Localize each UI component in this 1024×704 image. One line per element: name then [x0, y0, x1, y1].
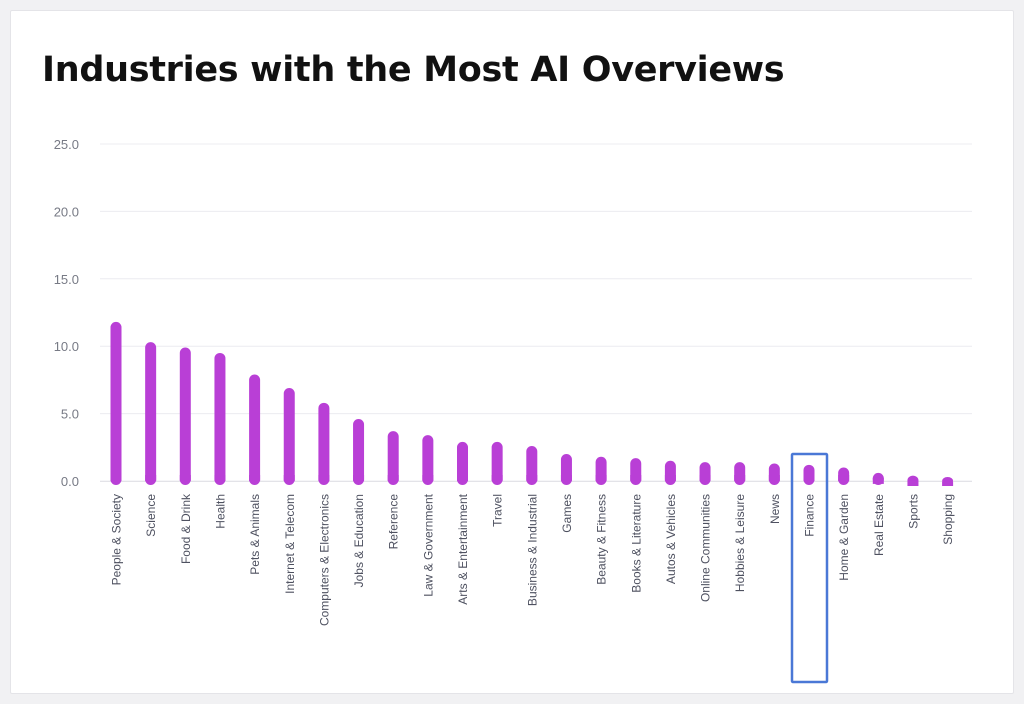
x-tick-label: Business & Industrial [525, 494, 539, 606]
bar-base [318, 475, 330, 481]
bar [283, 387, 295, 485]
y-tick-label: 25.0 [54, 137, 79, 152]
bar-base [214, 475, 226, 481]
bar [768, 463, 780, 485]
bar [699, 462, 711, 485]
x-tick-label: Computers & Electronics [317, 494, 331, 626]
bar [179, 347, 191, 485]
bar-base [907, 480, 919, 486]
x-tick-label: Travel [491, 494, 505, 527]
x-tick-label: Science [144, 494, 158, 537]
x-tick-label: Jobs & Education [352, 494, 366, 587]
x-tick-label: Beauty & Fitness [595, 494, 609, 585]
x-tick-label: Arts & Entertainment [456, 493, 470, 604]
bar-base [491, 475, 503, 481]
x-tick-label: Reference [387, 494, 401, 550]
x-tick-label: Finance [803, 494, 817, 537]
bar-base [734, 475, 746, 481]
bar-base [803, 475, 815, 481]
bar [387, 431, 399, 485]
bar-base [283, 475, 295, 481]
bar-base [249, 475, 261, 481]
x-tick-label: Food & Drink [179, 493, 193, 564]
x-tick-label: Pets & Animals [248, 494, 262, 575]
bar-base [838, 475, 850, 481]
bar-base [353, 475, 365, 481]
bar [734, 462, 746, 485]
x-tick-label: Home & Garden [837, 494, 851, 581]
y-tick-label: 20.0 [54, 204, 79, 219]
bar-base [526, 475, 538, 481]
bar-base [664, 475, 676, 481]
x-tick-label: Games [560, 494, 574, 533]
bar-base [942, 481, 954, 486]
x-axis-labels: People & Society Science Food & Drink Healt… [110, 493, 956, 626]
bar-base [630, 475, 642, 481]
x-tick-label: Health [213, 494, 227, 529]
bar [214, 352, 226, 485]
x-tick-label: Shopping [941, 494, 955, 545]
x-tick-label: Law & Government [421, 493, 435, 596]
bar-base [457, 475, 468, 481]
x-tick-label: News [768, 494, 782, 524]
bars [110, 321, 954, 486]
y-tick-label: 0.0 [61, 474, 79, 489]
bar [422, 435, 434, 485]
x-tick-label: People & Society [110, 494, 124, 585]
y-axis-ticks: 0.0 5.0 10.0 15.0 20.0 25.0 [54, 137, 79, 489]
bar [110, 321, 122, 485]
x-tick-label: Internet & Telecom [283, 494, 297, 594]
x-tick-label: Autos & Vehicles [664, 494, 678, 584]
bar [803, 464, 815, 485]
bar [353, 418, 365, 485]
chart-title: Industries with the Most AI Overviews [42, 50, 785, 90]
bar [664, 460, 676, 485]
x-tick-label: Real Estate [872, 494, 886, 556]
bar-base [595, 475, 607, 481]
bar-base [560, 475, 572, 481]
x-tick-label: Sports [906, 494, 920, 529]
chart-card [10, 10, 1014, 694]
bar-base [179, 475, 191, 481]
bar [249, 374, 261, 485]
bar [491, 441, 503, 485]
bar-base [145, 475, 157, 481]
bar-base [422, 475, 434, 481]
x-tick-label: Online Communities [699, 494, 713, 602]
bar [318, 402, 330, 485]
highlight-layer [790, 452, 829, 684]
bar-base [872, 477, 884, 484]
bar-base [768, 475, 780, 481]
x-tick-label: Hobbies & Leisure [733, 494, 747, 592]
bar-base [699, 475, 711, 481]
highlight-box [790, 452, 829, 684]
bar [145, 342, 157, 485]
bar-base [387, 475, 399, 481]
bar [457, 441, 468, 485]
gridlines [100, 143, 972, 482]
y-tick-label: 15.0 [54, 272, 79, 287]
bar-base [110, 475, 122, 481]
y-tick-label: 10.0 [54, 339, 79, 354]
x-tick-label: Books & Literature [629, 494, 643, 593]
y-tick-label: 5.0 [61, 407, 79, 422]
